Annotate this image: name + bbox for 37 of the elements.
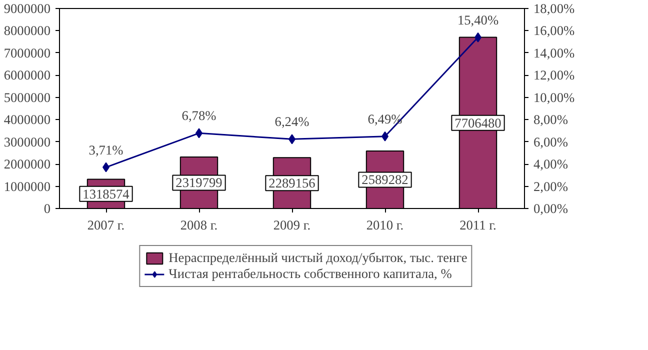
- data-label: 7706480: [454, 115, 502, 130]
- y-tick-label: 6000000: [4, 68, 51, 83]
- y2-tick-label: 4,00%: [534, 156, 568, 172]
- y-tick-label: 0: [44, 201, 51, 216]
- data-label: 6,78%: [182, 108, 216, 124]
- y-tick-label: 4000000: [4, 112, 51, 128]
- data-label: 2289156: [268, 176, 316, 191]
- data-label: 2319799: [176, 175, 223, 190]
- y2-tick-label: 0,00%: [534, 201, 568, 216]
- y-tick-label: 5000000: [4, 90, 51, 105]
- x-tick-label: 2008 г.: [180, 218, 218, 232]
- legend-label: Чистая рентабельность собственного капитала, %: [168, 266, 452, 282]
- legend-label: Нераспределённый чистый доход/убыток, тыс. тенге: [168, 250, 468, 266]
- y2-tick-label: 10,00%: [534, 90, 575, 105]
- y-tick-label: 1000000: [4, 178, 51, 194]
- y-tick-label: 3000000: [4, 134, 51, 150]
- y2-tick-label: 12,00%: [534, 68, 575, 83]
- y-tick-label: 8000000: [4, 23, 51, 38]
- y2-tick-label: 6,00%: [534, 134, 568, 150]
- x-tick-label: 2010 г.: [366, 218, 404, 232]
- x-tick-label: 2009 г.: [273, 218, 311, 232]
- data-label: 6,49%: [368, 111, 402, 126]
- x-tick-label: 2007 г.: [87, 218, 125, 232]
- y2-tick-label: 14,00%: [534, 45, 575, 60]
- data-label: 6,24%: [274, 114, 310, 130]
- data-label: 2589282: [362, 172, 408, 188]
- y2-tick-label: 18,00%: [534, 1, 575, 16]
- y-tick-label: 9000000: [4, 1, 51, 16]
- y2-tick-label: 8,00%: [534, 112, 568, 128]
- y-tick-label: 2000000: [4, 156, 51, 172]
- x-tick-label: 2011 г.: [460, 218, 496, 232]
- y2-tick-label: 2,00%: [534, 178, 568, 194]
- y2-tick-label: 16,00%: [534, 23, 575, 38]
- data-label: 3,71%: [88, 142, 124, 158]
- data-label: 1318574: [82, 186, 130, 202]
- y-tick-label: 7000000: [4, 45, 51, 60]
- data-label: 15,40%: [457, 12, 499, 28]
